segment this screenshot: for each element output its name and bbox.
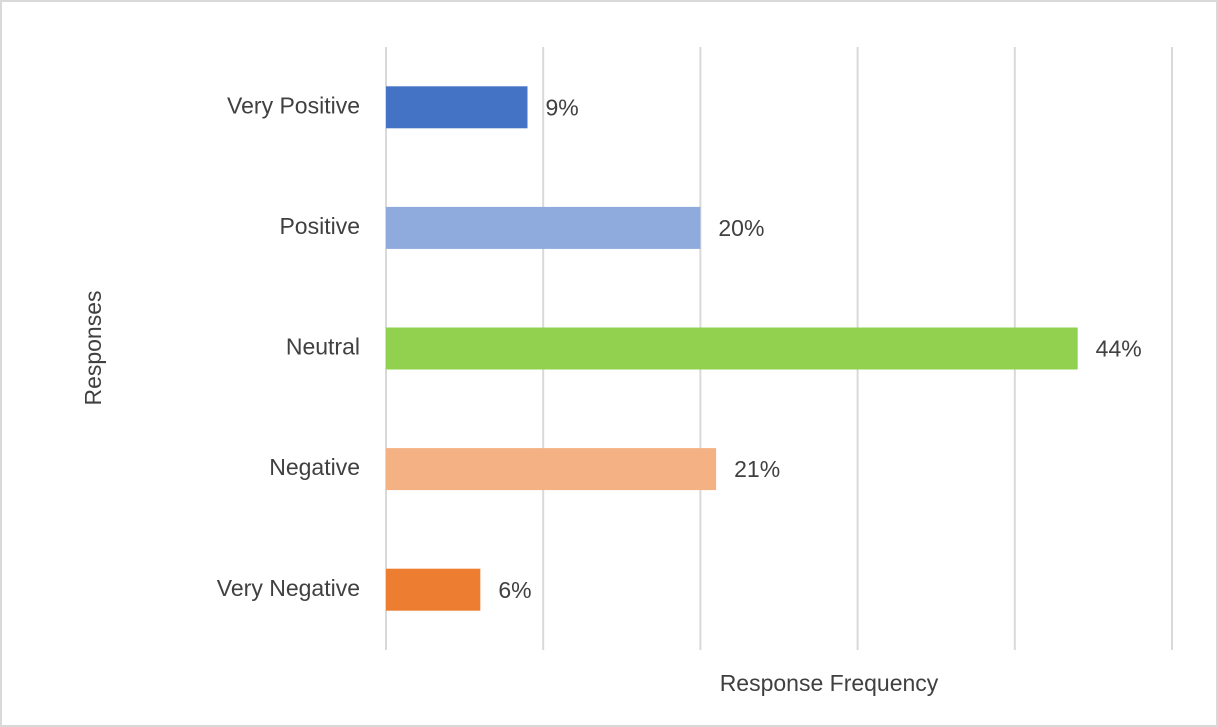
x-axis-title: Response Frequency [720,670,939,696]
y-tick-label: Neutral [286,334,360,360]
y-tick-label: Positive [279,213,360,239]
bar [386,206,701,249]
bar [386,327,1078,370]
y-tick-label: Negative [269,454,360,480]
bar [386,568,481,611]
y-tick-label: Very Negative [217,575,360,601]
y-axis-title: Responses [80,290,106,405]
data-label: 20% [718,215,764,241]
data-label: 6% [498,577,531,603]
data-label: 9% [545,94,578,120]
data-label: 21% [734,456,780,482]
bar [386,86,528,129]
bar [386,448,717,491]
y-tick-label: Very Positive [227,92,360,118]
data-label: 44% [1096,336,1142,362]
